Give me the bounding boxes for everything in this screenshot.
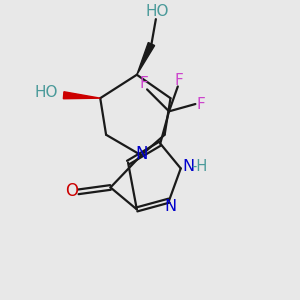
Text: O: O xyxy=(65,182,78,200)
Text: F: F xyxy=(197,97,206,112)
Text: N: N xyxy=(135,145,148,163)
Text: HO: HO xyxy=(35,85,58,100)
Text: N: N xyxy=(183,160,195,175)
Text: HO: HO xyxy=(146,4,169,19)
Text: F: F xyxy=(175,73,184,88)
Text: N: N xyxy=(164,199,177,214)
Polygon shape xyxy=(137,43,154,75)
Text: F: F xyxy=(139,76,148,91)
Text: -H: -H xyxy=(191,160,207,175)
Polygon shape xyxy=(63,92,100,99)
